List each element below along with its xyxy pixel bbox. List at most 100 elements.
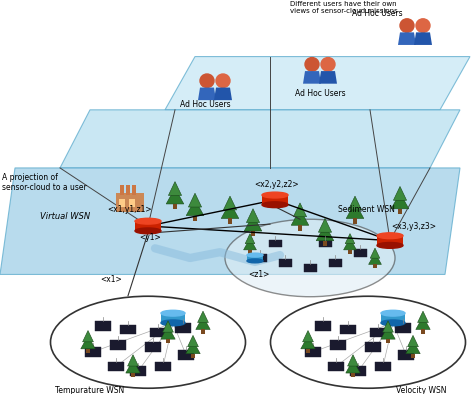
Polygon shape [165, 57, 470, 110]
Polygon shape [163, 321, 173, 332]
Bar [370, 328, 386, 337]
Bar [129, 199, 135, 207]
Ellipse shape [381, 320, 405, 326]
Text: Ad Hoc Users: Ad Hoc Users [352, 9, 402, 18]
Polygon shape [244, 238, 256, 250]
Bar [411, 354, 415, 358]
Bar [191, 354, 195, 358]
Bar [354, 249, 367, 257]
Ellipse shape [262, 192, 288, 198]
Polygon shape [221, 203, 239, 219]
Polygon shape [316, 225, 334, 241]
Bar [247, 255, 263, 262]
Ellipse shape [135, 228, 161, 234]
Circle shape [321, 58, 335, 71]
Polygon shape [301, 336, 315, 349]
Bar [201, 329, 205, 334]
Bar [353, 219, 357, 224]
Bar [328, 362, 344, 371]
Polygon shape [223, 196, 237, 210]
Polygon shape [246, 209, 260, 223]
Text: Tempurature WSN: Tempurature WSN [55, 386, 124, 394]
Polygon shape [346, 203, 364, 219]
Polygon shape [60, 110, 460, 168]
Polygon shape [391, 193, 409, 209]
Polygon shape [369, 253, 382, 264]
Bar [398, 209, 402, 214]
Bar [166, 339, 170, 344]
Bar [120, 325, 136, 335]
Text: Different users have their own
views of sensor-cloud missions: Different users have their own views of … [290, 1, 398, 14]
Polygon shape [168, 182, 182, 195]
Bar [116, 193, 144, 212]
Bar [330, 340, 346, 350]
Bar [131, 373, 135, 377]
Bar [269, 240, 282, 247]
Polygon shape [198, 311, 209, 322]
Circle shape [305, 58, 319, 71]
Bar [374, 264, 377, 268]
Bar [135, 221, 161, 232]
Text: Sediment WSN: Sediment WSN [338, 204, 395, 214]
Bar [395, 323, 411, 333]
Text: Ad Hoc Users: Ad Hoc Users [295, 89, 346, 98]
Polygon shape [393, 186, 407, 200]
Polygon shape [245, 234, 255, 243]
Bar [132, 185, 136, 195]
Bar [155, 362, 171, 371]
Ellipse shape [161, 320, 185, 326]
Bar [108, 362, 124, 371]
Ellipse shape [247, 253, 263, 257]
Bar [150, 328, 166, 337]
Polygon shape [347, 355, 358, 366]
Text: A projection of
sensor-cloud to a user: A projection of sensor-cloud to a user [2, 173, 87, 192]
Bar [95, 321, 111, 331]
Polygon shape [319, 218, 332, 232]
Bar [340, 325, 356, 335]
Polygon shape [303, 71, 321, 84]
Polygon shape [166, 188, 184, 204]
Polygon shape [345, 234, 355, 243]
Polygon shape [161, 326, 175, 339]
Bar [85, 347, 101, 357]
Bar [262, 195, 288, 206]
Polygon shape [188, 335, 199, 347]
Circle shape [216, 74, 230, 87]
Bar [375, 362, 391, 371]
Polygon shape [291, 209, 309, 225]
Polygon shape [82, 331, 93, 342]
Circle shape [400, 19, 414, 32]
Bar [228, 219, 232, 224]
Polygon shape [408, 335, 419, 347]
Bar [175, 323, 191, 333]
Bar [173, 204, 177, 209]
Ellipse shape [377, 242, 403, 248]
Bar [386, 339, 390, 344]
Text: <x1>: <x1> [100, 275, 122, 284]
Polygon shape [406, 340, 420, 354]
Polygon shape [198, 87, 216, 100]
Bar [421, 329, 425, 334]
Bar [315, 321, 331, 331]
Polygon shape [302, 331, 313, 342]
Ellipse shape [225, 219, 395, 297]
Bar [119, 199, 125, 207]
Polygon shape [128, 355, 138, 366]
Polygon shape [196, 316, 210, 329]
Ellipse shape [271, 296, 465, 388]
Bar [248, 250, 252, 254]
Text: Virtual WSN: Virtual WSN [40, 212, 90, 221]
Polygon shape [319, 71, 337, 84]
Ellipse shape [377, 233, 403, 239]
Polygon shape [81, 336, 95, 349]
Bar [193, 216, 197, 221]
Polygon shape [186, 200, 204, 216]
Ellipse shape [51, 296, 246, 388]
Bar [306, 349, 310, 353]
Bar [381, 313, 405, 323]
Text: <y1>: <y1> [139, 232, 161, 242]
Bar [329, 259, 342, 267]
Bar [298, 225, 302, 230]
Circle shape [200, 74, 214, 87]
Bar [377, 236, 403, 246]
